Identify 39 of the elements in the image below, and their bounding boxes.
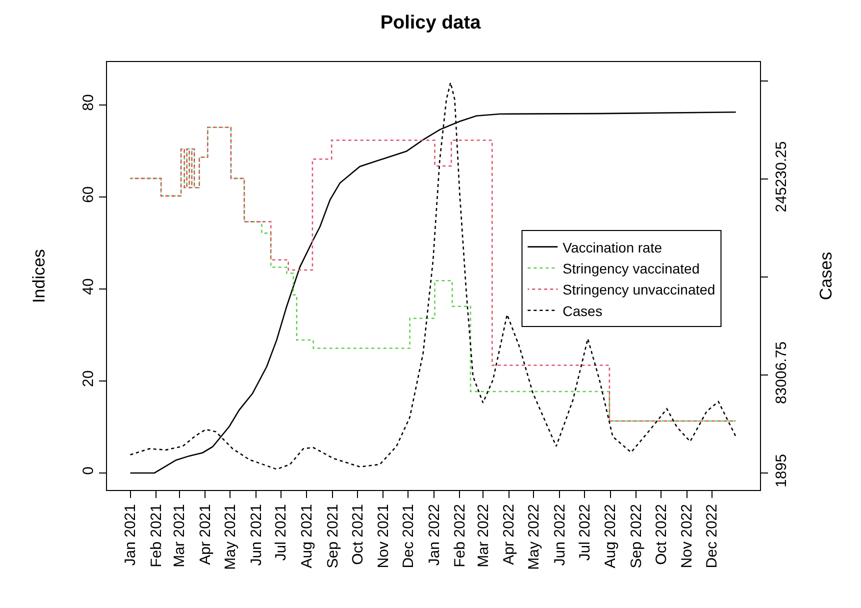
y-tick-label: 60 bbox=[80, 186, 97, 203]
y-axis-title: Indices bbox=[30, 249, 49, 303]
legend-label: Vaccination rate bbox=[562, 239, 662, 256]
x-tick-label: Jan 2022 bbox=[426, 504, 443, 566]
x-tick-label: Apr 2022 bbox=[500, 504, 518, 565]
y-tick-label: 80 bbox=[80, 94, 97, 111]
legend-label: Stringency vaccinated bbox=[562, 260, 700, 276]
y2-axis-title: Cases bbox=[816, 252, 836, 300]
x-tick-label: Apr 2021 bbox=[197, 504, 214, 565]
x-tick-label: Jul 2022 bbox=[576, 504, 594, 561]
x-tick-label: Jun 2021 bbox=[248, 504, 265, 566]
x-tick-label: Feb 2021 bbox=[148, 504, 165, 568]
x-tick-label: Jan 2021 bbox=[122, 504, 140, 566]
x-tick-label: Oct 2022 bbox=[652, 504, 670, 565]
x-tick-label: Oct 2021 bbox=[349, 504, 366, 565]
x-tick-label: Mar 2022 bbox=[474, 504, 492, 568]
y-tick-label: 20 bbox=[80, 370, 97, 388]
x-tick-label: Dec 2021 bbox=[400, 504, 418, 568]
x-tick-label: Nov 2022 bbox=[678, 504, 696, 568]
x-tick-label: Feb 2022 bbox=[452, 504, 469, 568]
x-tick-label: Aug 2022 bbox=[602, 504, 620, 568]
legend-label: Stringency unvaccinated bbox=[562, 282, 716, 298]
x-tick-label: May 2022 bbox=[526, 504, 543, 570]
chart-title: Policy data bbox=[380, 12, 482, 34]
y-tick-label: 0 bbox=[80, 466, 97, 475]
x-tick-label: Dec 2022 bbox=[704, 504, 721, 568]
x-tick-label: Jul 2021 bbox=[272, 504, 290, 561]
y2-tick-label: 1895 bbox=[773, 454, 790, 488]
y2-tick-label: 83006.75 bbox=[773, 341, 790, 404]
y2-tick-label: 245230.25 bbox=[773, 141, 790, 212]
x-tick-label: Sep 2021 bbox=[324, 504, 342, 568]
x-tick-label: Sep 2022 bbox=[628, 504, 645, 568]
x-tick-label: Mar 2021 bbox=[171, 504, 188, 568]
y-tick-label: 40 bbox=[80, 278, 97, 295]
x-tick-label: Jun 2022 bbox=[551, 504, 568, 566]
x-tick-label: Aug 2021 bbox=[298, 504, 316, 568]
x-tick-label: Nov 2021 bbox=[375, 504, 392, 568]
legend-label: Cases bbox=[562, 302, 602, 319]
x-tick-label: May 2021 bbox=[222, 504, 239, 570]
